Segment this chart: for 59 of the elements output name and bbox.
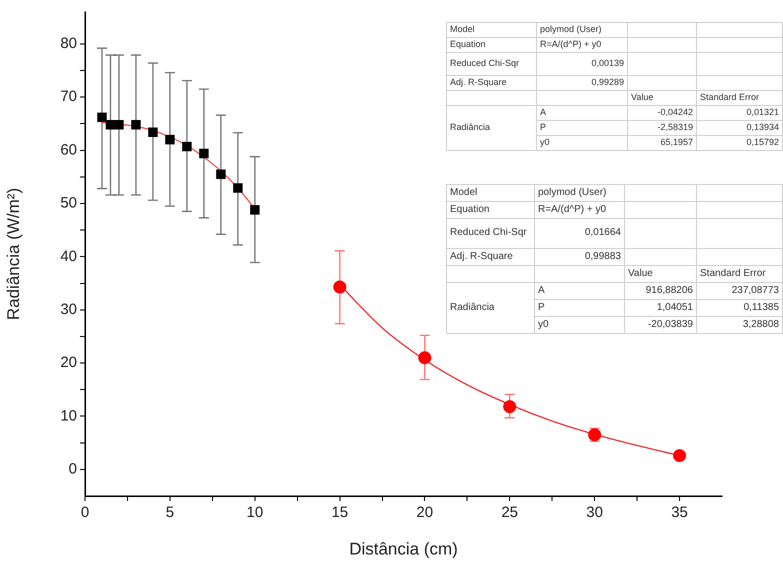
annotation: polymod (User) — [534, 184, 624, 202]
annotation: Equation — [446, 202, 534, 218]
x-tick-label: 25 — [501, 504, 518, 522]
annotation: polymod (User) — [536, 22, 628, 38]
annotation: Value — [628, 90, 696, 106]
annotation: Radiância — [446, 106, 536, 150]
y-axis-title: Radiância (W/m²) — [4, 188, 23, 320]
annotation: 0,01664 — [534, 218, 624, 248]
annotation: -2,58319 — [628, 120, 696, 136]
annotation: A — [536, 106, 628, 120]
text: 0,01321 — [696, 106, 782, 120]
annotation: Model — [446, 184, 534, 202]
y-tick-label: 10 — [60, 407, 77, 424]
annotation: Standard Error — [696, 90, 782, 106]
annotation: Standard Error — [696, 266, 782, 282]
annotation: P — [534, 300, 624, 316]
text: 3,28808 — [696, 316, 782, 334]
annotation: R=A/(d^P) + y0 — [534, 202, 624, 218]
x-tick-label: 20 — [416, 504, 434, 522]
text: 0,11385 — [696, 300, 782, 316]
y-tick-label: 40 — [60, 248, 77, 265]
annotation: 0,00139 — [536, 52, 628, 76]
text: 0,15792 — [696, 136, 782, 150]
annotation: -20,03839 — [624, 316, 696, 334]
annotation: Radiância — [446, 282, 534, 334]
annotation: Adj. R-Square — [446, 76, 536, 90]
x-tick-label: 15 — [331, 504, 348, 522]
annotation: -0,04242 — [628, 106, 696, 120]
text: 0,13934 — [696, 120, 782, 136]
y-tick-label: 60 — [60, 141, 77, 158]
annotation: Adj. R-Square — [446, 248, 534, 266]
annotation: 1,04051 — [624, 300, 696, 316]
annotation: A — [534, 282, 624, 300]
annotation: Reduced Chi-Sqr — [446, 52, 536, 76]
annotation: y0 — [534, 316, 624, 334]
annotation: 0,99883 — [534, 248, 624, 266]
y-tick-label: 0 — [68, 460, 77, 478]
y-tick-label: 80 — [60, 35, 77, 52]
y-tick-label: 70 — [60, 88, 77, 106]
y-tick-label: 20 — [60, 354, 77, 372]
x-tick-label: 35 — [671, 504, 688, 522]
x-tick-label: 5 — [166, 504, 174, 522]
annotation: y0 — [536, 136, 628, 150]
x-tick-label: 10 — [246, 504, 264, 522]
annotation: Value — [624, 266, 696, 282]
x-tick-label: 0 — [80, 504, 90, 522]
text: 237,08773 — [696, 282, 782, 300]
annotation: 65,1957 — [628, 136, 696, 150]
annotation: P — [536, 120, 628, 136]
y-tick-label: 30 — [60, 300, 77, 318]
annotation: Equation — [446, 38, 536, 52]
x-axis-title: Distância (cm) — [349, 539, 458, 558]
x-tick-label: 30 — [586, 504, 603, 522]
annotation: Model — [446, 22, 536, 38]
y-tick-label: 50 — [60, 194, 77, 212]
annotation: Reduced Chi-Sqr — [446, 218, 534, 248]
annotation: 0,99289 — [536, 76, 628, 90]
annotation: 916,88206 — [624, 282, 696, 300]
annotation: R=A/(d^P) + y0 — [536, 38, 628, 52]
